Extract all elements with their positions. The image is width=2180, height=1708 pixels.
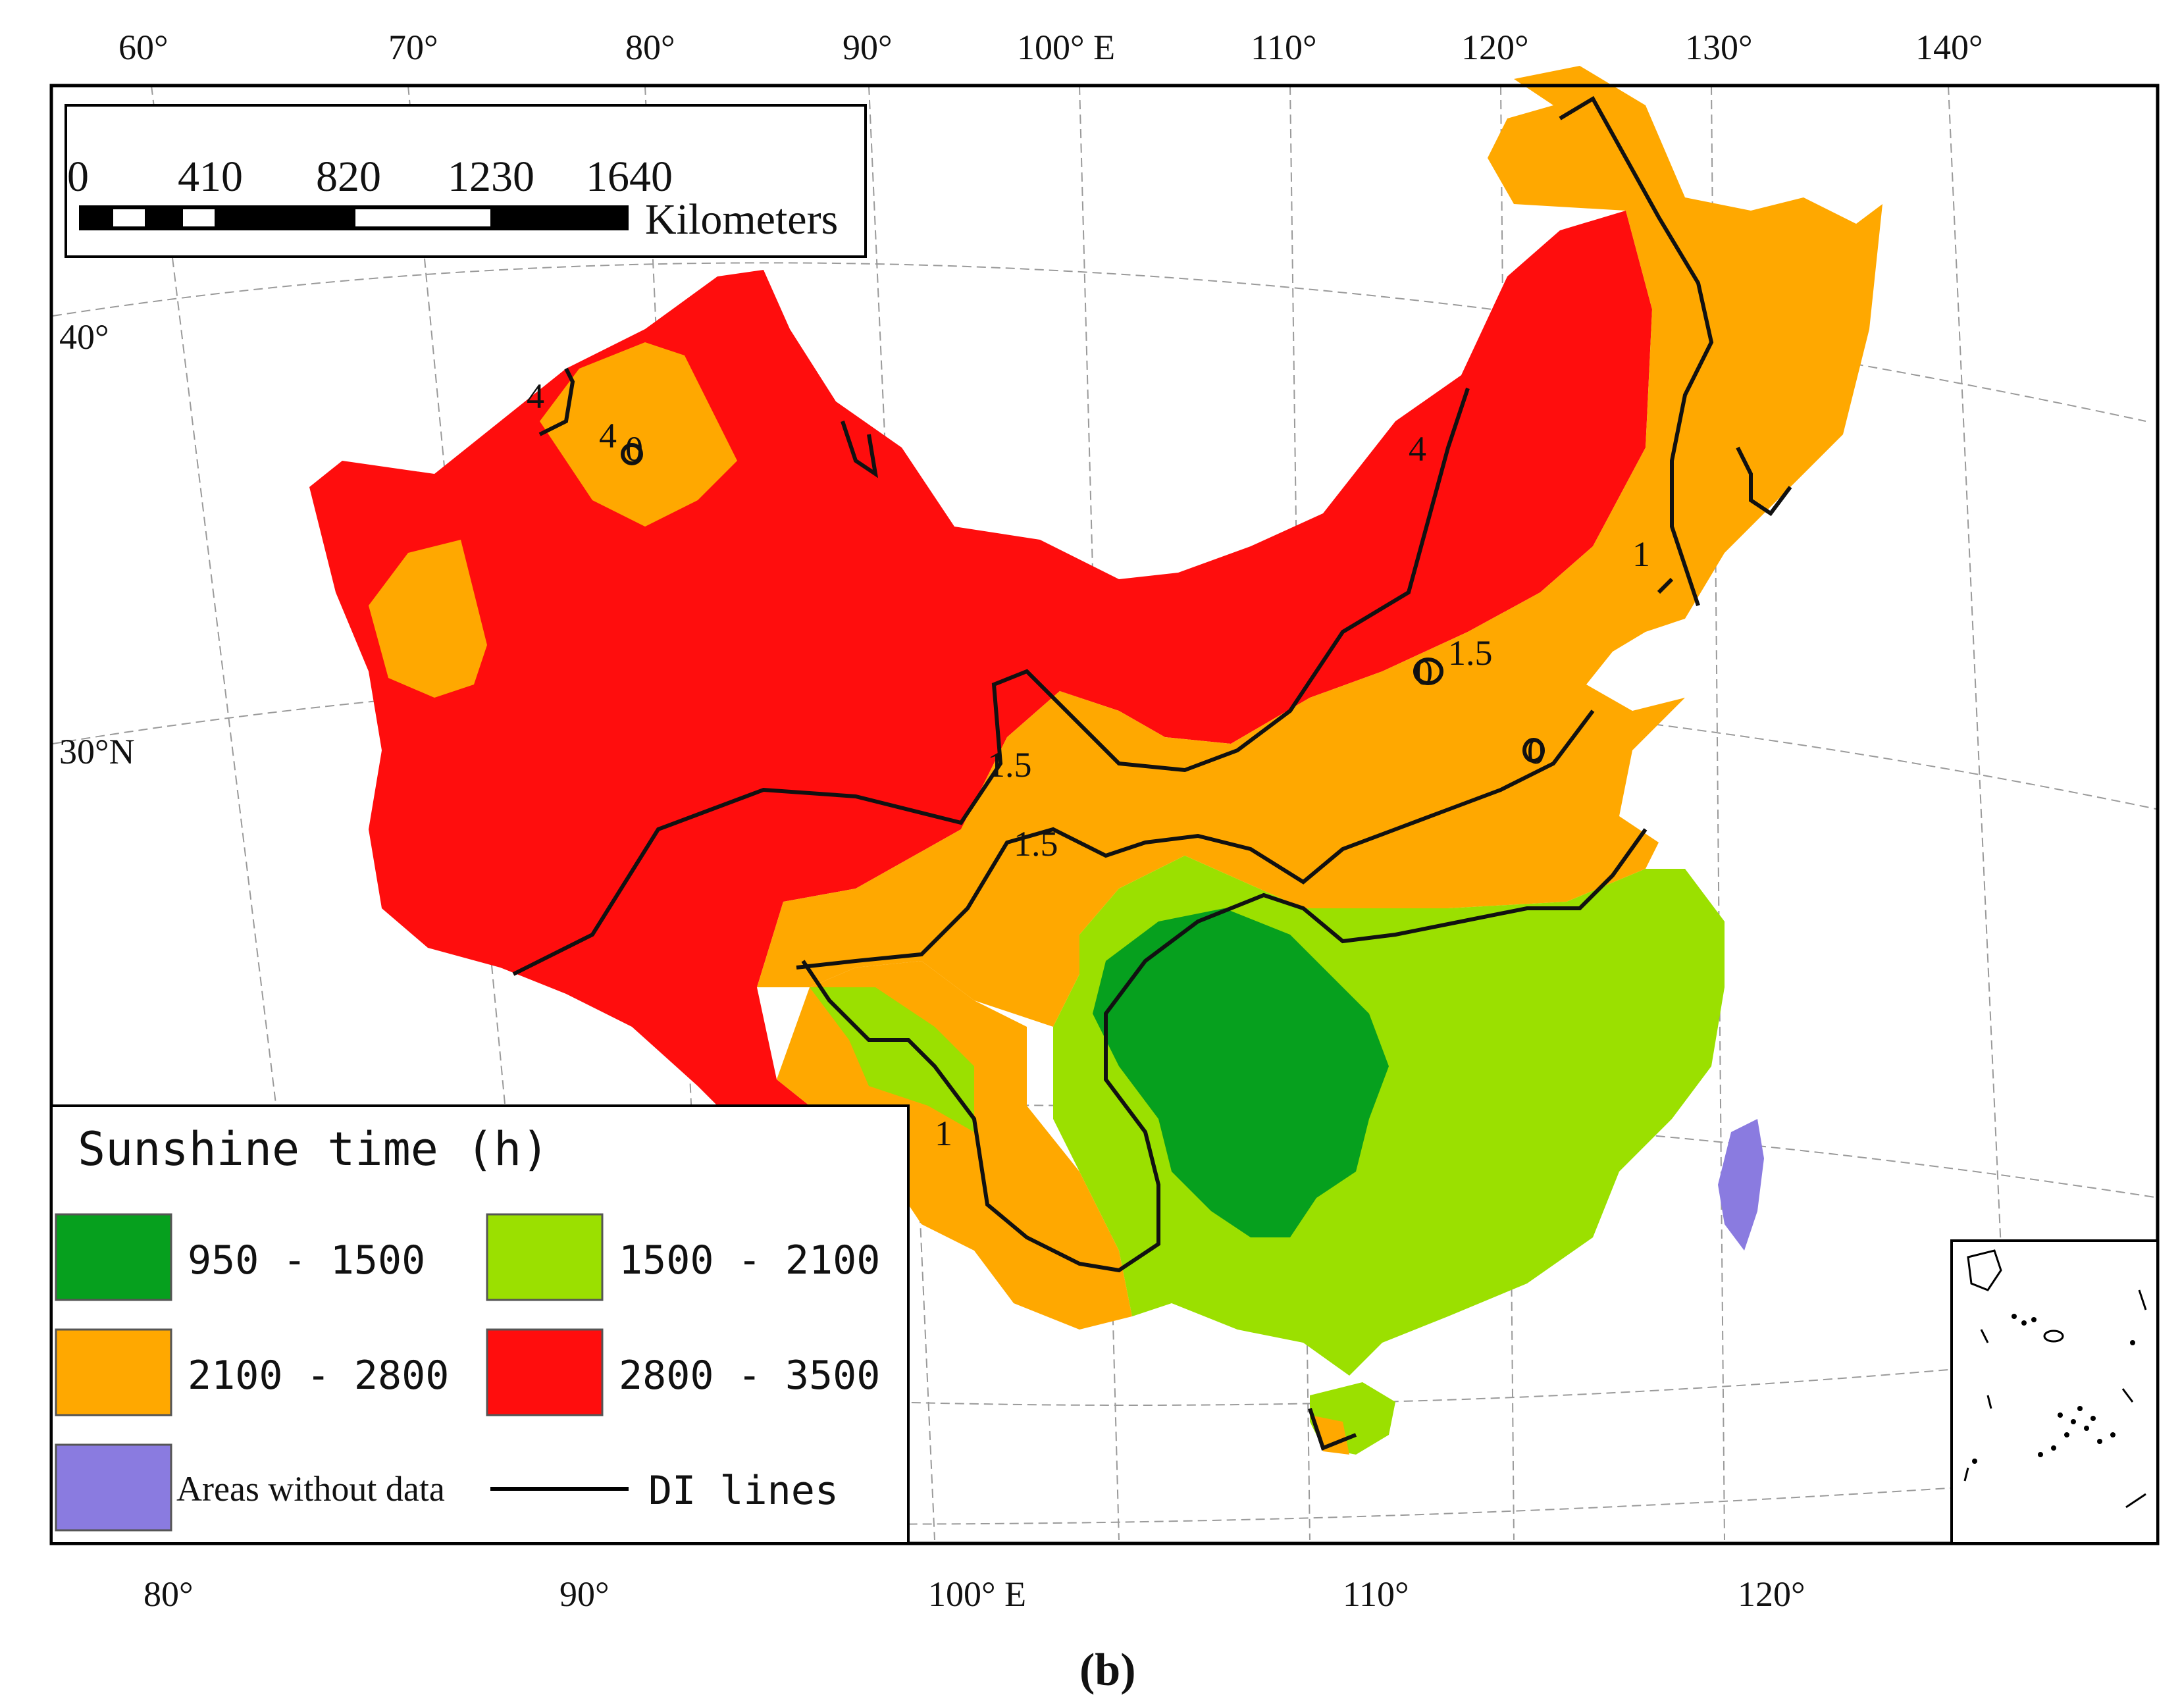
- contour-label: 1.5: [987, 745, 1032, 785]
- region-2100-2800-west: [369, 540, 487, 698]
- lon-label-bottom: 80°: [143, 1574, 194, 1614]
- sunshine-regions: [309, 66, 1882, 1455]
- legend-line-label: DI lines: [648, 1468, 839, 1514]
- region-950-1500: [1093, 908, 1389, 1237]
- legend-label: Areas without data: [176, 1469, 445, 1509]
- contour-label: 1.5: [1448, 633, 1493, 673]
- lon-label-top: 60°: [118, 28, 169, 67]
- legend-label: 2100 - 2800: [188, 1353, 449, 1399]
- legend-title: Sunshine time (h): [78, 1122, 549, 1176]
- scale-bar: 0 410 820 1230 1640 Kilometers: [65, 104, 867, 258]
- contour-label: 0: [1415, 653, 1433, 692]
- south-china-sea-inset: [1950, 1239, 2159, 1545]
- legend-label: 2800 - 3500: [619, 1353, 880, 1399]
- lon-label-top: 100° E: [1017, 28, 1115, 67]
- scale-tick: 1640: [586, 153, 673, 201]
- contour-label: 1: [1632, 534, 1650, 574]
- contour-label: 4: [599, 416, 617, 455]
- scale-unit: Kilometers: [645, 195, 838, 244]
- map-frame: [49, 84, 2160, 1545]
- top-longitude-labels: 60° 70° 80° 90° 100° E 110° 120° 130° 14…: [118, 28, 1983, 67]
- lon-label-top: 70°: [388, 28, 438, 67]
- region-hainan-orange: [1310, 1415, 1349, 1455]
- scale-tick: 0: [67, 153, 89, 201]
- legend-swatch: [486, 1328, 604, 1416]
- figure-caption: (b): [1079, 1645, 1136, 1695]
- contour-label: 0: [1527, 732, 1545, 771]
- legend-label: 1500 - 2100: [619, 1237, 880, 1283]
- contour-label: 0: [625, 429, 643, 469]
- lat-label: 40°: [59, 317, 109, 357]
- scale-tick: 1230: [448, 153, 534, 201]
- lat-label: 30°N: [59, 732, 135, 771]
- lon-label-bottom: 90°: [559, 1574, 610, 1614]
- legend-swatch: [55, 1443, 172, 1532]
- region-2100-2800-north-xinjiang: [540, 342, 737, 527]
- lon-label-bottom: 100° E: [928, 1574, 1026, 1614]
- lon-label-top: 110°: [1251, 28, 1317, 67]
- legend-label: 950 - 1500: [188, 1237, 425, 1283]
- legend-swatch: [55, 1328, 172, 1416]
- contour-label: 1.5: [1014, 824, 1058, 864]
- lon-label-top: 120°: [1461, 28, 1529, 67]
- lon-label-top: 90°: [843, 28, 893, 67]
- legend-swatch: [55, 1213, 172, 1301]
- lon-label-bottom: 120°: [1738, 1574, 1805, 1614]
- bottom-longitude-labels: 80° 90° 100° E 110° 120°: [143, 1574, 1805, 1614]
- lon-label-top: 80°: [625, 28, 675, 67]
- legend-swatch: [486, 1213, 604, 1301]
- contour-label: 1: [935, 1114, 952, 1153]
- region-no-data-taiwan: [1718, 1119, 1764, 1251]
- di-lines: [512, 95, 1792, 1451]
- legend: Sunshine time (h) 950 - 1500 1500 - 2100…: [50, 1104, 910, 1545]
- lon-label-top: 130°: [1685, 28, 1753, 67]
- region-2100-2800: [757, 66, 1882, 1027]
- lon-label-bottom: 110°: [1343, 1574, 1409, 1614]
- contour-label: 4: [1409, 429, 1426, 469]
- scale-tick: 820: [316, 153, 381, 201]
- scale-tick: 410: [178, 153, 243, 201]
- contour-label: 4: [527, 376, 544, 416]
- contour-labels: 4 4 0 4 1.5 0 1.5 0 1.5 1 1: [527, 376, 1650, 1153]
- lon-label-top: 140°: [1915, 28, 1983, 67]
